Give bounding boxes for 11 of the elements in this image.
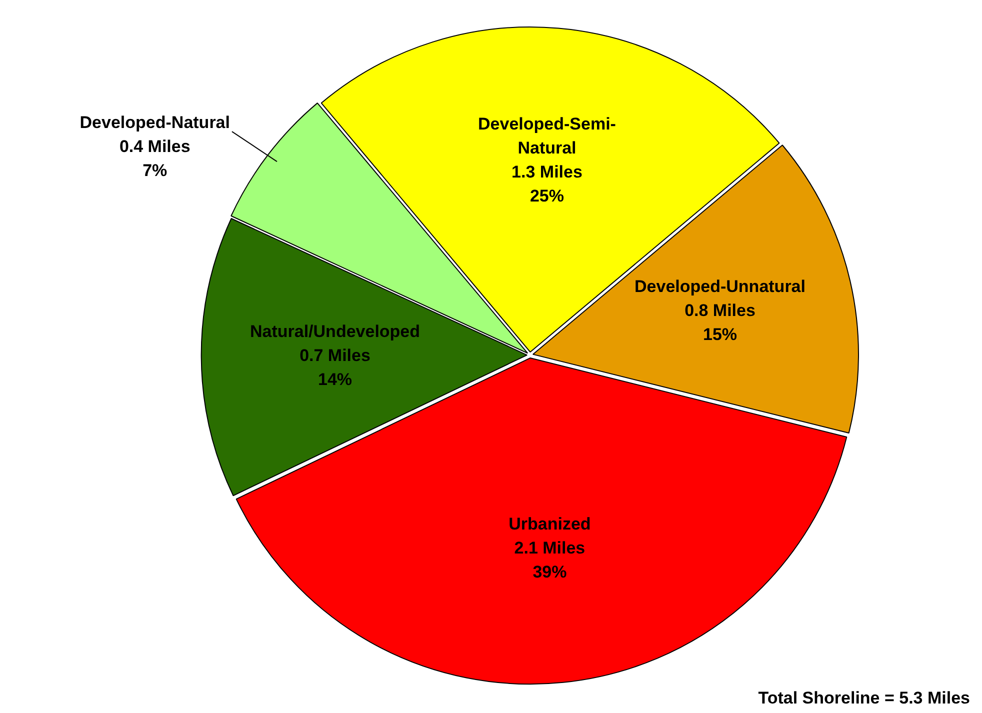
slice-label: Natural/Undeveloped [250,322,420,342]
data-label: 2.1 Miles 39% [514,538,586,582]
data-label: 1.3 Miles 25% [512,162,582,206]
slice-label: Developed-Unnatural [634,276,806,296]
text: Total Shoreline = 5.3 Miles [758,688,970,708]
slice-label: Urbanized [508,514,591,534]
slice-label: Developed-Semi-Natural [478,114,616,158]
data-label: 0.8 Miles 15% [684,300,756,344]
data-label: 0.7 Miles 14% [300,346,370,390]
data-label: 0.4 Miles 7% [119,137,190,180]
slice-label: Developed-Natural [80,113,230,132]
